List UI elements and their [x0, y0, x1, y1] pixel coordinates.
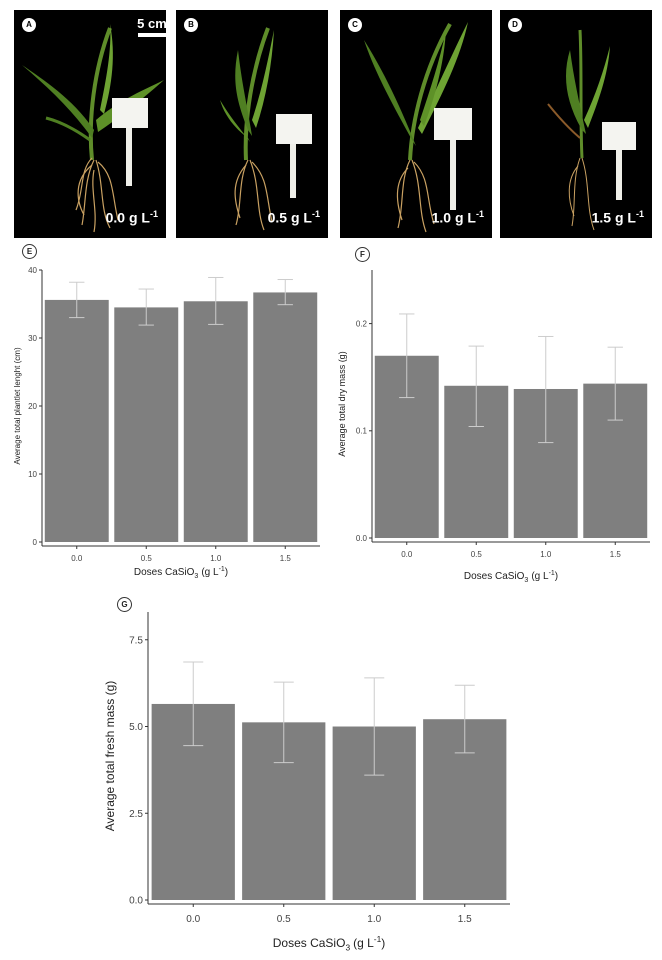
x-tick-label-f-1: 0.5: [471, 550, 483, 559]
error-bar-e-2: [208, 276, 224, 325]
y-tick-label-e-3: 30: [28, 334, 37, 343]
error-bar-f-1: [468, 345, 484, 428]
panel-badge-c: C: [348, 18, 362, 32]
bar-e-2: [183, 301, 248, 542]
x-tick-label-e-0: 0.0: [71, 554, 83, 563]
error-bar-e-0: [69, 281, 85, 319]
x-axis-label-f: Doses CaSiO3 (g L-1): [464, 570, 558, 584]
plant-image-a: [22, 24, 164, 233]
dose-label-d: 1.5 g L-1: [592, 209, 644, 226]
y-tick-label-g-2: 5.0: [129, 722, 143, 733]
photo-panel-b: B 0.5 g L-1: [176, 10, 328, 238]
y-tick-label-e-2: 20: [28, 402, 37, 411]
chart-f: 0.0 0.1 0.2 0.0 0.5 1.0 1.5 Doses CaSiO3 (g L-1)…: [330, 240, 662, 585]
error-bar-e-3: [277, 279, 293, 306]
dose-exp: -1: [311, 209, 320, 220]
x-tick-label-g-1: 0.5: [277, 914, 291, 925]
error-bar-f-0: [399, 313, 415, 399]
x-tick-label-g-3: 1.5: [458, 914, 472, 925]
y-tick-label-g-3: 7.5: [129, 635, 143, 646]
chart-e-svg: 0 10 20 30 40 0.0 0.5 1.0 1.5 Doses CaSiO3 (g L-1)…: [13, 266, 320, 580]
x-tick-label-g-2: 1.0: [367, 914, 381, 925]
scale-bar-line: [138, 33, 166, 37]
y-tick-label-f-1: 0.1: [356, 427, 368, 436]
dose-unit: g L: [614, 210, 636, 226]
dose-unit: g L: [290, 210, 312, 226]
panel-badge-d: D: [508, 18, 522, 32]
error-bar-f-3: [607, 346, 623, 421]
dose-value: 1.5: [591, 210, 612, 226]
chart-f-svg: 0.0 0.1 0.2 0.0 0.5 1.0 1.5 Doses CaSiO3 (g L-1)…: [337, 270, 650, 584]
bar-e-1: [114, 307, 179, 542]
y-axis-label-g: Average total fresh mass (g): [103, 681, 117, 832]
chart-badge-e: E: [22, 244, 37, 259]
x-tick-label-f-2: 1.0: [540, 550, 552, 559]
x-tick-label-e-1: 0.5: [141, 554, 153, 563]
chart-badge-f: F: [355, 247, 370, 262]
dose-value: 0.5: [267, 210, 288, 226]
dose-unit: g L: [128, 210, 150, 226]
y-tick-label-g-0: 0.0: [129, 896, 143, 907]
y-tick-label-f-0: 0.0: [356, 534, 368, 543]
dose-unit: g L: [454, 210, 476, 226]
error-bar-g-1: [273, 681, 294, 764]
panel-badge-a: A: [22, 18, 36, 32]
photo-panel-a: A 5 cm 0.0 g L-1: [14, 10, 166, 238]
error-bar-g-0: [183, 661, 204, 747]
y-tick-label-f-2: 0.2: [356, 319, 368, 328]
dose-exp: -1: [149, 209, 158, 220]
x-tick-label-g-0: 0.0: [186, 914, 200, 925]
x-tick-label-f-3: 1.5: [610, 550, 622, 559]
y-axis-label-e: Average total plantlet lenght (cm): [13, 347, 22, 465]
x-axis-label-e: Doses CaSiO3 (g L-1): [134, 566, 228, 580]
scale-bar: 5 cm: [132, 16, 166, 37]
dose-label-c: 1.0 g L-1: [432, 209, 484, 226]
dose-label-b: 0.5 g L-1: [268, 209, 320, 226]
chart-g: 0.0 2.5 5.0 7.5 0.0 0.5 1.0 1.5 Doses CaSiO3 (g L…: [80, 590, 540, 955]
y-axis-label-f: Average total dry mass (g): [337, 351, 347, 456]
x-tick-label-e-2: 1.0: [210, 554, 222, 563]
dose-value: 1.0: [431, 210, 452, 226]
chart-e: 0 10 20 30 40 0.0 0.5 1.0 1.5 Doses CaSiO3 (g L-1)…: [0, 240, 330, 585]
error-bar-g-3: [454, 684, 475, 754]
panel-badge-b: B: [184, 18, 198, 32]
y-tick-label-g-1: 2.5: [129, 809, 143, 820]
dose-value: 0.0: [105, 210, 126, 226]
x-axis-label-g: Doses CaSiO3 (g L-1): [273, 934, 386, 952]
scale-bar-label: 5 cm: [137, 16, 166, 31]
bar-e-3: [253, 292, 318, 542]
plant-image-b: [220, 27, 312, 231]
photo-panel-c: C 1.0 g L-1: [340, 10, 492, 238]
plant-image-d: [547, 29, 636, 231]
dose-exp: -1: [475, 209, 484, 220]
y-tick-label-e-1: 10: [28, 470, 37, 479]
chart-g-svg: 0.0 2.5 5.0 7.5 0.0 0.5 1.0 1.5 Doses CaSiO3 (g L…: [103, 612, 510, 953]
plant-image-c: [364, 22, 472, 233]
error-bar-e-1: [138, 288, 154, 326]
error-bar-f-2: [538, 335, 554, 444]
photo-panel-d: D 1.5 g L-1: [500, 10, 652, 238]
dose-label-a: 0.0 g L-1: [106, 209, 158, 226]
y-tick-label-e-0: 0: [33, 538, 38, 547]
y-tick-label-e-4: 40: [28, 266, 37, 275]
chart-badge-g: G: [117, 597, 132, 612]
error-bar-g-2: [364, 677, 385, 776]
dose-exp: -1: [635, 209, 644, 220]
bar-e-0: [44, 299, 109, 542]
x-tick-label-f-0: 0.0: [401, 550, 413, 559]
x-tick-label-e-3: 1.5: [280, 554, 292, 563]
